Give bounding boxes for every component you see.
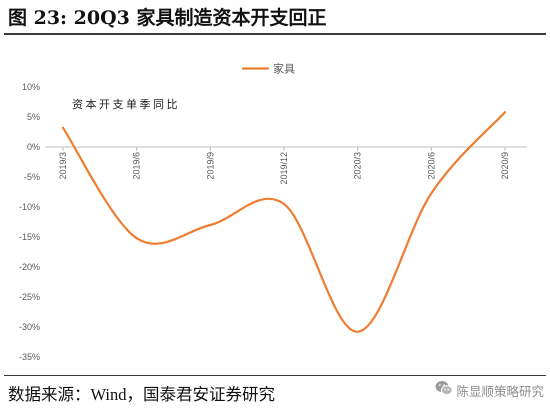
legend-label: 家具 [273, 62, 295, 76]
source-divider [4, 375, 546, 376]
y-axis: 10% 5% 0% -5% -10% -15% -20% -25% -30% -35% [19, 82, 40, 362]
y-tick-label: -20% [19, 262, 40, 272]
x-tick-label: 2020/9 [500, 152, 510, 180]
wechat-icon [435, 380, 454, 401]
x-tick-label: 2019/12 [279, 152, 289, 185]
data-point [503, 110, 508, 115]
data-point [282, 202, 287, 207]
x-axis: 2019/3 2019/6 2019/9 2019/12 2020/3 2020/6 202… [58, 147, 510, 185]
watermark: 陈显顺策略研究 [435, 380, 544, 400]
data-point [61, 125, 66, 130]
data-point [208, 223, 213, 228]
x-tick-label: 2019/9 [205, 152, 215, 180]
watermark-text: 陈显顺策略研究 [456, 383, 544, 399]
data-point [429, 191, 434, 196]
y-tick-label: 0% [27, 142, 40, 152]
data-point [355, 329, 360, 334]
x-tick-label: 2020/6 [426, 152, 436, 180]
y-tick-label: -15% [19, 232, 40, 242]
chart-annotation: 资本开支单季同比 [72, 97, 180, 111]
y-tick-label: -5% [24, 172, 40, 182]
plot-series [61, 110, 508, 334]
source-note: 数据来源：Wind，国泰君安证券研究 [8, 385, 275, 404]
y-tick-label: -30% [19, 322, 40, 332]
y-tick-label: -35% [19, 352, 40, 362]
y-tick-label: -25% [19, 292, 40, 302]
y-tick-label: -10% [19, 202, 40, 212]
series-line [61, 111, 507, 333]
legend: 家具 [241, 62, 295, 76]
title-divider [4, 33, 546, 35]
y-tick-label: 10% [22, 82, 40, 92]
y-tick-label: 5% [27, 112, 40, 122]
x-tick-label: 2019/6 [132, 152, 142, 180]
figure-title: 图 23: 20Q3 家具制造资本开支回正 [8, 7, 327, 29]
x-tick-label: 2019/3 [58, 152, 68, 180]
data-point [134, 236, 139, 241]
x-tick-label: 2020/3 [353, 152, 363, 180]
